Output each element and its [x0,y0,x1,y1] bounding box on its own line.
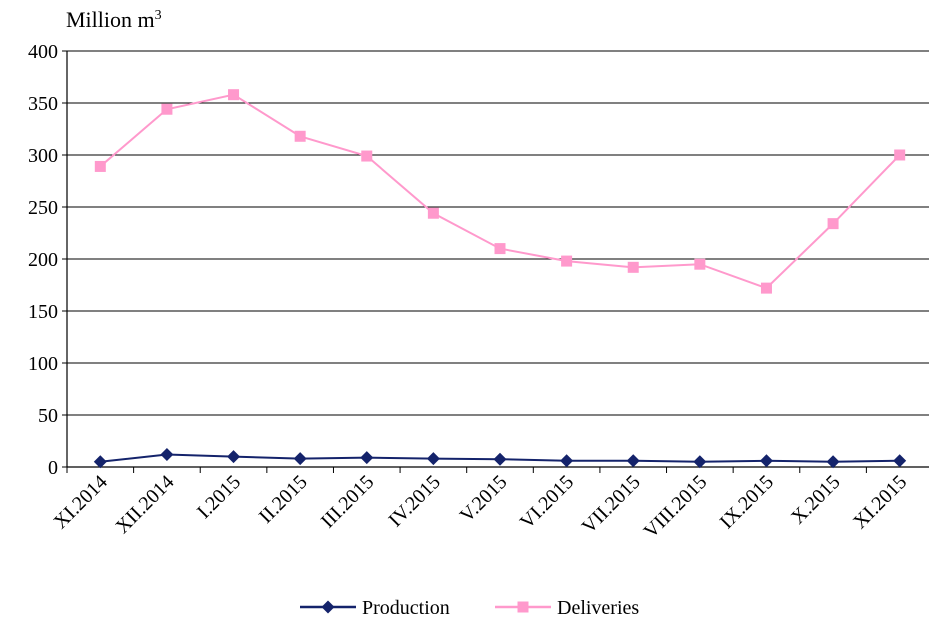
x-tick-label: I.2015 [193,471,245,523]
x-tick-label: IV.2015 [384,471,444,531]
production-series [93,448,907,469]
x-tick-label: IX.2015 [716,471,778,533]
y-tick-label: 300 [28,145,58,167]
production-point [493,452,507,466]
deliveries-point [228,89,240,101]
y-tick-label: 150 [28,301,58,323]
x-tick-label: X.2015 [787,471,845,529]
production-point [426,452,440,466]
deliveries-point [361,150,373,162]
production-point [227,450,241,464]
x-tick-label: XI.2014 [50,471,112,533]
x-tick-label: V.2015 [456,471,512,527]
x-tick-label: VII.2015 [578,471,645,538]
production-point [293,452,307,466]
legend: Production Deliveries [300,597,639,619]
production-point [693,455,707,469]
y-axis-ticks: 0 50 100 150 200 250 300 350 400 [28,41,67,479]
legend-label: Deliveries [557,597,639,619]
x-tick-label: XI.2015 [849,471,911,533]
deliveries-point [294,130,306,142]
legend-item-production: Production [300,597,450,619]
axes [66,51,929,468]
deliveries-point [894,149,906,161]
x-tick-label: VI.2015 [516,471,578,533]
deliveries-point [161,103,173,115]
y-tick-label: 100 [28,353,58,375]
deliveries-point [561,255,573,267]
series-layer [93,89,907,469]
x-tick-label: XII.2014 [111,471,178,538]
deliveries-point [827,218,839,230]
y-axis-label: Million m3 [66,7,162,32]
x-tick-label: VIII.2015 [640,471,712,543]
x-axis-ticks: XI.2014 XII.2014 I.2015 II.2015 III.2015 IV.2… [50,467,911,543]
production-point [826,455,840,469]
y-tick-label: 200 [28,249,58,271]
y-tick-label: 400 [28,41,58,63]
legend-item-deliveries: Deliveries [495,597,639,619]
y-tick-label: 0 [48,457,58,479]
production-point [93,455,107,469]
production-point [360,451,374,465]
x-tick-label: II.2015 [255,471,312,528]
deliveries-point [627,261,639,273]
deliveries-point [427,207,439,219]
production-point [160,448,174,462]
legend-label: Production [362,597,450,619]
deliveries-point [494,243,506,255]
legend-marker [517,601,529,613]
y-tick-label: 350 [28,93,58,115]
y-tick-label: 50 [38,405,58,427]
legend-marker [321,600,335,614]
deliveries-series [94,89,906,294]
gridlines [67,50,929,416]
deliveries-point [760,282,772,294]
production-point [560,454,574,468]
deliveries-point [694,258,706,270]
x-tick-label: III.2015 [317,471,379,533]
deliveries-point [94,160,106,172]
production-point [626,454,640,468]
y-tick-label: 250 [28,197,58,219]
production-point [893,454,907,468]
production-point [759,454,773,468]
